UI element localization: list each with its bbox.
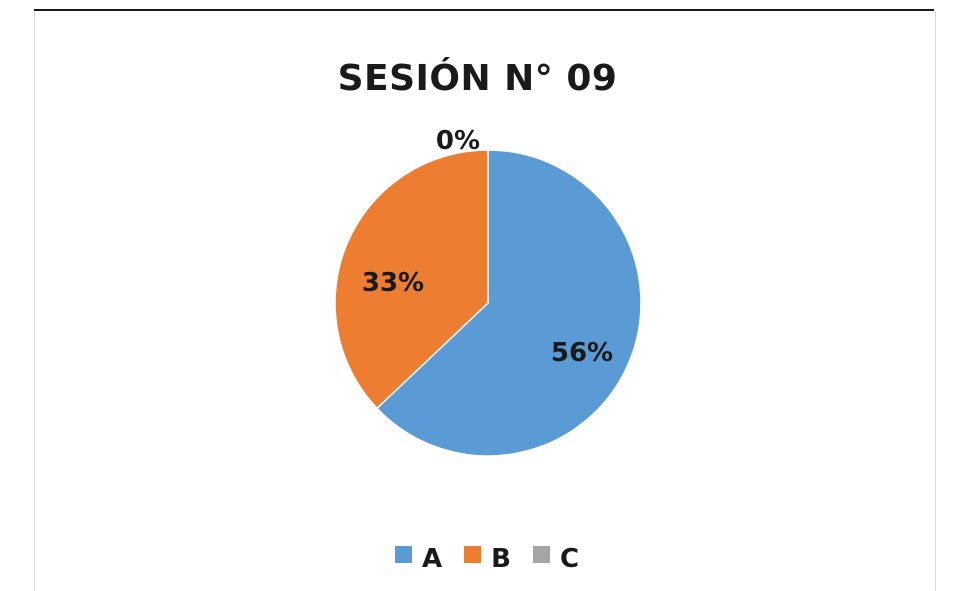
legend-item-a: A: [395, 541, 442, 572]
pie-slice-b: [334, 149, 489, 410]
legend-swatch-c: [532, 545, 550, 563]
data-label-a: 56%: [551, 338, 613, 368]
top-border: [34, 9, 934, 11]
legend-label-b: B: [491, 544, 511, 574]
legend-item-b: B: [464, 541, 511, 572]
data-label-c: 0%: [436, 126, 480, 156]
legend-label-c: C: [559, 544, 580, 574]
chart-frame: [34, 11, 936, 591]
chart-title: SESIÓN N° 09: [337, 58, 618, 99]
pie-slice-a: [375, 149, 642, 457]
legend-swatch-b: [464, 545, 482, 563]
data-label-b: 33%: [362, 268, 424, 298]
legend-item-c: C: [532, 541, 579, 572]
legend-swatch-a: [395, 545, 412, 563]
chart-legend: A B C: [395, 536, 579, 572]
legend-label-a: A: [422, 544, 443, 574]
